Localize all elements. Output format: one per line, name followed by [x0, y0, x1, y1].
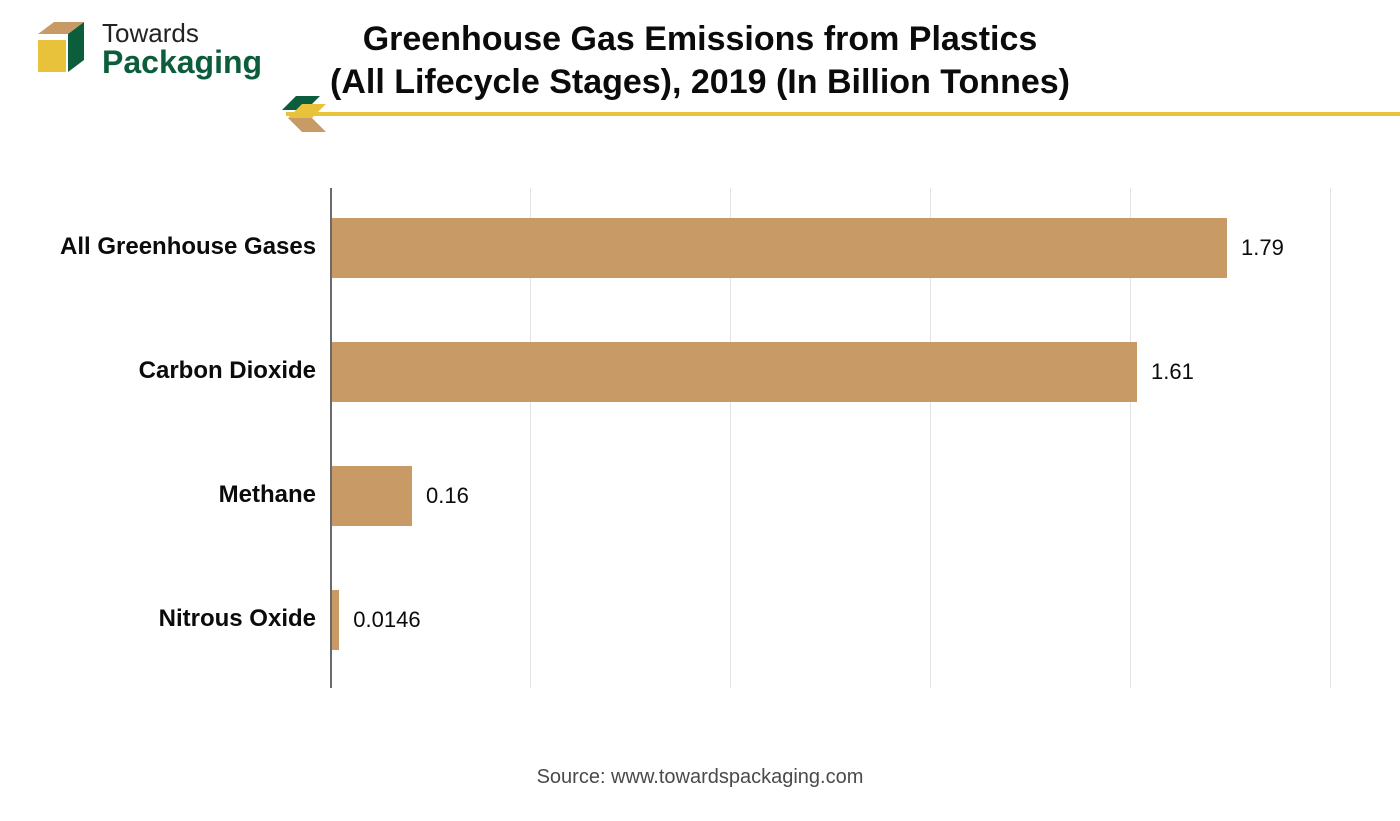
category-label: All Greenhouse Gases [60, 233, 316, 261]
category-label: Nitrous Oxide [60, 605, 316, 633]
bar-row: 1.61 [332, 342, 1194, 402]
bar [332, 590, 339, 650]
source-attribution: Source: www.towardspackaging.com [0, 766, 1400, 789]
gridline [1330, 188, 1331, 688]
bar-row: 0.16 [332, 466, 469, 526]
bar [332, 218, 1227, 278]
page: Towards Packaging Greenhouse Gas Emissio… [0, 0, 1400, 821]
chart-title: Greenhouse Gas Emissions from Plastics (… [0, 18, 1400, 103]
chart-title-line-1: Greenhouse Gas Emissions from Plastics [0, 18, 1400, 61]
bar-value-label: 1.79 [1241, 235, 1284, 261]
chart-title-line-2: (All Lifecycle Stages), 2019 (In Billion… [0, 61, 1400, 104]
bar-value-label: 0.16 [426, 483, 469, 509]
category-label: Methane [60, 481, 316, 509]
plot-area: 1.79 1.61 0.16 0.0146 [330, 188, 1330, 688]
bar-value-label: 1.61 [1151, 359, 1194, 385]
category-label: Carbon Dioxide [60, 357, 316, 385]
title-divider-line [286, 112, 1400, 116]
bar [332, 466, 412, 526]
emissions-bar-chart: All Greenhouse Gases Carbon Dioxide Methan… [60, 168, 1350, 708]
bar-row: 0.0146 [332, 590, 421, 650]
divider-arrow-icon [280, 94, 334, 134]
bar-value-label: 0.0146 [353, 607, 420, 633]
bar [332, 342, 1137, 402]
bar-row: 1.79 [332, 218, 1284, 278]
